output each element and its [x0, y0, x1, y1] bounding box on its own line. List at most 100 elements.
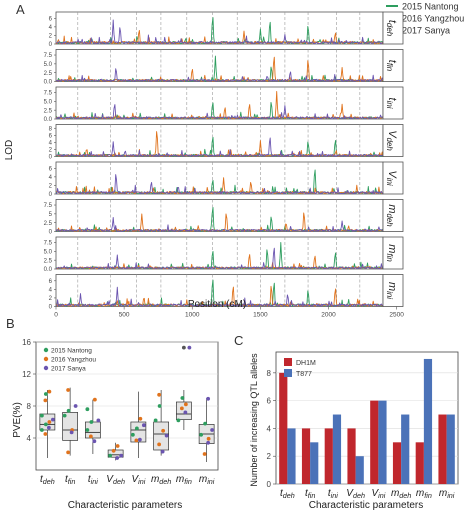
y-tick-label: 6 [49, 166, 53, 172]
y-tick-label: 8 [27, 402, 32, 411]
x-tick-label: 1500 [253, 312, 268, 319]
data-point [183, 402, 188, 407]
x-tick-label: tfin [305, 488, 315, 500]
bar-t877 [446, 414, 455, 484]
track-label: tdeh [385, 20, 398, 37]
y-tick-label: 2 [267, 452, 272, 461]
y-tick-label: 4 [49, 175, 53, 181]
data-point [96, 418, 101, 423]
data-point [62, 413, 67, 418]
lod-line-2017-sanya [55, 286, 384, 307]
lod-line-2017-sanya [56, 174, 384, 195]
lod-track-mini: 0 2 4 6 mini [49, 274, 404, 311]
y-tick-label: 4 [49, 25, 53, 31]
x-tick-label: Vdeh [106, 474, 125, 486]
lod-line-2017-sanya [55, 137, 384, 157]
x-tick-label: mfin [176, 474, 192, 486]
track-label: mdeh [385, 204, 398, 227]
x-tick-label: tdeh [40, 474, 55, 486]
data-point [39, 428, 44, 432]
data-point [180, 396, 185, 400]
data-point [206, 396, 211, 401]
bar-dh1m [324, 428, 333, 484]
y-tick-label: 0 [49, 305, 53, 311]
x-tick-label: 0 [54, 312, 58, 319]
legend-swatch [284, 369, 292, 377]
data-point [73, 404, 78, 408]
x-tick-label: tini [328, 488, 338, 500]
x-tick-label: tini [88, 474, 98, 486]
track-label: Vini [385, 170, 398, 185]
data-point [46, 425, 51, 430]
y-tick-label: 7.5 [44, 203, 53, 209]
lod-line-2017-sanya [55, 104, 384, 120]
pve-x-label: Characteristic parameters [68, 500, 182, 511]
legend-label: 2016 Yangzhou [51, 357, 96, 364]
data-point [115, 444, 120, 448]
x-tick-label: 2000 [321, 312, 336, 319]
data-point [202, 452, 207, 456]
track-label-box [382, 49, 404, 82]
data-point [108, 453, 113, 458]
data-point [39, 413, 44, 418]
bar-dh1m [415, 442, 424, 484]
x-tick-label: tdeh [280, 488, 295, 500]
track-label-box [382, 86, 404, 120]
data-point [89, 420, 94, 424]
bar-dh1m [392, 442, 402, 484]
box [130, 421, 147, 443]
data-point [85, 407, 90, 412]
legend-label: DH1M [296, 360, 316, 367]
y-tick-label: 2.5 [44, 71, 53, 77]
y-tick-label: 12 [22, 370, 31, 379]
track-label-box [382, 236, 404, 270]
y-tick-label: 0 [49, 230, 53, 236]
legend-swatch [284, 358, 292, 366]
data-point [164, 433, 169, 438]
legend-label: 2016 Yangzhou [402, 14, 464, 24]
data-point [179, 406, 184, 411]
y-tick-label: 0.0 [44, 80, 53, 86]
data-point [111, 448, 116, 453]
data-point [43, 422, 48, 427]
legend-label: 2015 Nantong [402, 2, 459, 12]
lod-line-2017-sanya [55, 216, 384, 232]
data-point [138, 416, 143, 421]
track-label: tfin [385, 60, 398, 72]
data-point [47, 389, 52, 394]
track-label-box [382, 11, 404, 45]
x-tick-label: 500 [119, 312, 130, 319]
lod-track-tdeh: 0 2 4 6 tdeh [49, 11, 404, 48]
track-frame [55, 86, 384, 120]
lod-track-tfin: 0.0 2.5 5.0 7.5 tfin [44, 49, 404, 86]
x-tick-label: mdeh [391, 488, 411, 500]
lod-y-label: LOD [4, 140, 15, 161]
y-tick-label: 0 [49, 192, 53, 198]
data-point [183, 410, 188, 415]
lod-track-tini: 0.0 2.5 5.0 7.5 tini [44, 86, 404, 123]
x-tick-label: mfin [416, 488, 432, 500]
qtl-x-label: Characteristic parameters [309, 500, 423, 511]
data-point [92, 397, 97, 402]
y-tick-label: 8 [267, 369, 272, 378]
data-point [66, 388, 71, 392]
track-frame [55, 49, 384, 82]
legend-swatch [43, 365, 49, 371]
panel-a-label: A [16, 2, 25, 17]
box [153, 421, 169, 451]
y-tick-label: 5.0 [44, 100, 53, 106]
data-point [187, 345, 192, 350]
y-tick-label: 6 [49, 16, 53, 22]
x-tick-label: tfin [65, 474, 75, 486]
qtl-bar-chart: 0 2 4 6 8 tdeh tfin tini Vdeh Vini mdeh mfin mini DH1… [267, 351, 459, 500]
panel-c-label: C [234, 333, 243, 348]
y-tick-label: 16 [22, 338, 31, 347]
data-point [206, 440, 211, 445]
y-tick-label: 0.0 [44, 267, 53, 273]
data-point [47, 420, 52, 424]
y-tick-label: 0 [267, 480, 272, 489]
data-point [160, 449, 165, 454]
data-point [134, 426, 139, 431]
legend-label: 2017 Sanya [402, 26, 450, 36]
